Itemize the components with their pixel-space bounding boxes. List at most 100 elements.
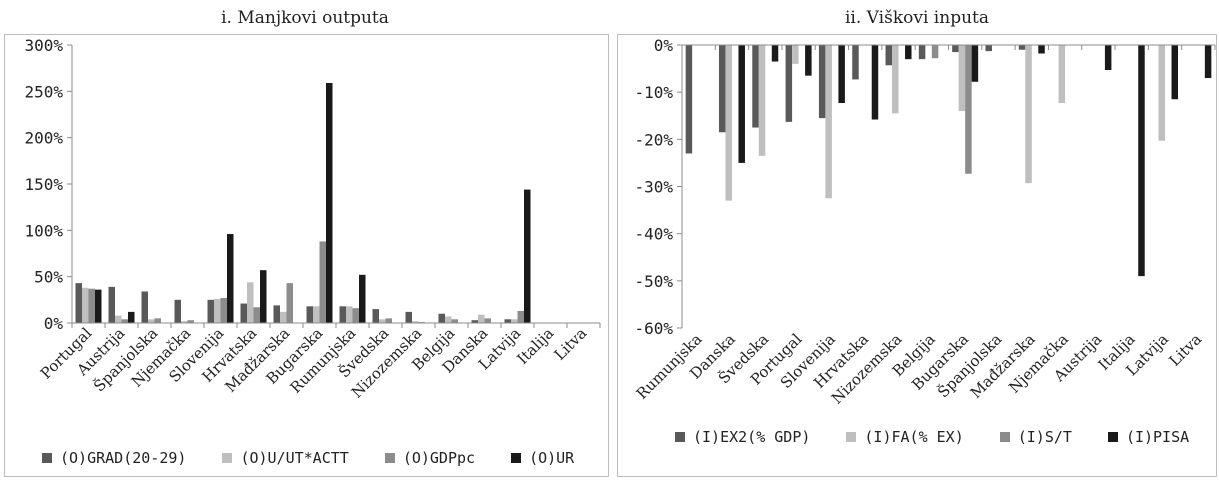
legend-swatch <box>511 453 522 463</box>
bar <box>1204 45 1212 79</box>
bar <box>871 45 879 120</box>
bar <box>517 310 524 323</box>
bar <box>825 45 832 199</box>
y-tick-label: 200% <box>24 129 63 148</box>
bar <box>280 311 287 323</box>
y-tick-label: 100% <box>24 221 63 240</box>
legend-swatch <box>846 432 857 442</box>
legend-label: (I)EX2(% GDP) <box>693 428 811 446</box>
bar <box>685 45 693 154</box>
chart-legend: (I)EX2(% GDP) (I)FA(% EX) (I)S/T (I)PISA <box>675 428 1219 446</box>
legend-item: (O)GRAD(20-29) <box>42 449 186 467</box>
bar <box>352 308 359 323</box>
bar <box>478 314 485 323</box>
legend-label: (I)FA(% EX) <box>864 428 964 446</box>
bar <box>451 319 458 323</box>
y-tick-label: -50% <box>634 272 673 291</box>
bar <box>758 45 766 156</box>
bar <box>385 318 392 323</box>
bar <box>504 319 511 323</box>
bar <box>128 311 135 323</box>
chart-panel-output-deficits: i. Manjkovi outputa 0% 50% 100% 150% 200% 250… <box>4 8 610 477</box>
legend-swatch <box>675 432 685 442</box>
bar <box>1038 45 1045 54</box>
bar <box>88 288 95 323</box>
bar <box>108 286 115 323</box>
bar <box>319 241 326 323</box>
bar <box>174 299 181 323</box>
legend-label: (O)GRAD(20-29) <box>60 449 187 467</box>
bar <box>1058 45 1066 104</box>
bar <box>805 45 812 76</box>
y-tick-label: -30% <box>634 178 673 197</box>
bar <box>1171 45 1179 100</box>
bar <box>286 283 293 323</box>
chart-legend: (O)GRAD(20-29) (O)U/UT*ACTT (O)GDPpc (O)UR <box>42 449 610 467</box>
y-tick-label: -10% <box>634 83 673 102</box>
bar <box>958 45 966 112</box>
bar <box>227 234 234 323</box>
chart-panel-input-surpluses: ii. Viškovi inputa 0% -10% -20% -30% -40% -50… <box>615 0 1219 480</box>
bar <box>918 45 926 60</box>
bar <box>240 303 247 323</box>
bar <box>445 316 452 323</box>
bar <box>405 311 412 323</box>
bar <box>965 45 972 174</box>
legend-item: (I)PISA <box>1107 428 1189 446</box>
y-tick-label: -60% <box>634 319 673 338</box>
bar <box>1138 45 1145 277</box>
bar <box>524 189 531 323</box>
y-tick-label: 0% <box>44 314 64 333</box>
bar <box>1025 45 1032 184</box>
bar <box>75 283 82 323</box>
bar <box>214 298 221 323</box>
y-tick-label: 50% <box>34 268 63 287</box>
bar <box>412 321 419 323</box>
legend-swatch <box>999 432 1010 442</box>
x-category-label: Litva <box>1165 330 1205 370</box>
bar <box>725 45 732 201</box>
bar <box>852 45 859 80</box>
bar <box>141 291 148 323</box>
bar <box>121 319 128 323</box>
chart-frame <box>617 34 1217 477</box>
x-category-label: Litva <box>551 324 591 364</box>
bar <box>359 274 366 323</box>
legend-swatch <box>42 453 52 463</box>
bar <box>181 321 188 323</box>
bar <box>838 45 845 104</box>
bar <box>792 45 799 64</box>
bar <box>187 320 194 323</box>
bar <box>115 315 122 323</box>
bar <box>1104 45 1112 70</box>
bar <box>785 45 793 122</box>
bar <box>220 297 227 323</box>
legend-item: (O)UR <box>511 449 574 467</box>
bar <box>484 318 491 323</box>
bar <box>339 306 346 323</box>
bar <box>326 82 333 324</box>
legend-item: (I)EX2(% GDP) <box>675 428 810 446</box>
legend-label: (I)S/T <box>1017 428 1072 446</box>
legend-label: (O)GDPpc <box>402 449 476 467</box>
bar <box>752 45 759 128</box>
bar-chart-output-deficits: 0%50%100%150%200%250%300%PortugalAustrij… <box>24 36 601 402</box>
bar <box>718 45 726 133</box>
legend-item: (I)FA(% EX) <box>846 428 964 446</box>
bar <box>379 319 386 323</box>
bar <box>952 45 959 53</box>
bar <box>154 318 161 323</box>
x-category-label: Italija <box>513 324 557 368</box>
bar <box>273 305 280 323</box>
bar <box>892 45 899 114</box>
bar <box>471 320 478 323</box>
y-tick-label: -40% <box>634 225 673 244</box>
bar <box>971 45 979 82</box>
bar <box>818 45 826 119</box>
legend-item: (I)S/T <box>999 428 1072 446</box>
bar <box>253 307 260 323</box>
chart-title: ii. Viškovi inputa <box>845 8 989 28</box>
legend-swatch <box>1107 432 1118 442</box>
bar <box>247 282 254 323</box>
y-tick-label: 250% <box>24 82 63 101</box>
